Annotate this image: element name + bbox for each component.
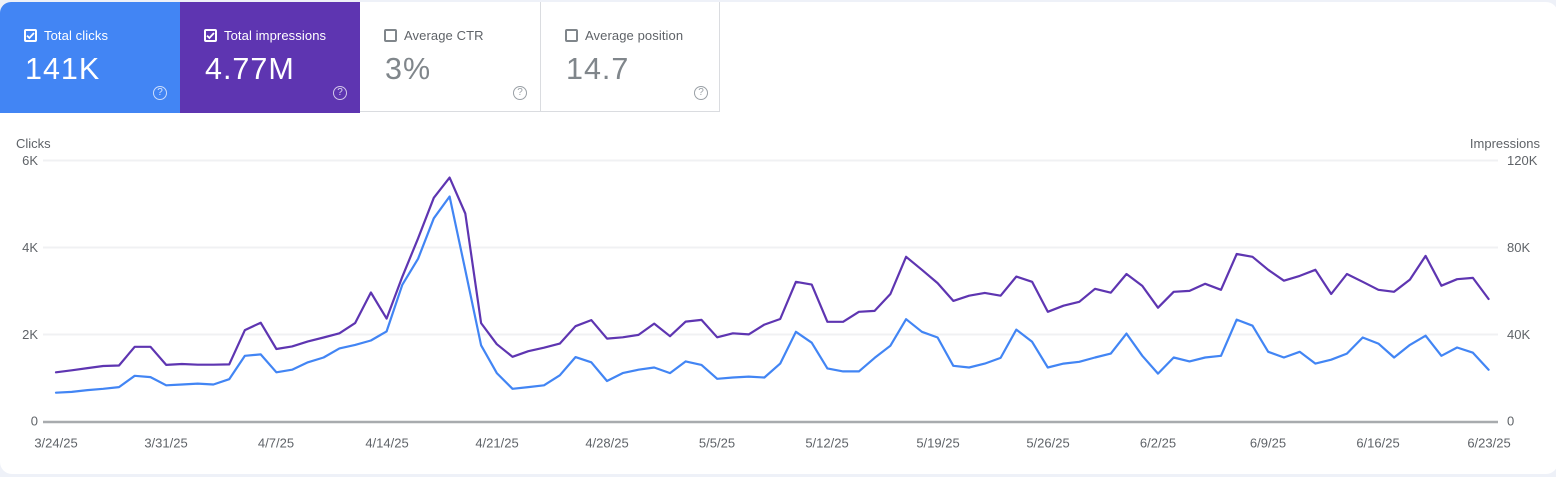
svg-text:4K: 4K xyxy=(22,240,38,255)
svg-text:5/19/25: 5/19/25 xyxy=(916,436,959,451)
svg-text:6/23/25: 6/23/25 xyxy=(1467,436,1510,451)
svg-text:120K: 120K xyxy=(1507,153,1538,168)
svg-text:6K: 6K xyxy=(22,153,38,168)
svg-text:2K: 2K xyxy=(22,327,38,342)
svg-text:Impressions: Impressions xyxy=(1470,136,1541,151)
svg-text:6/9/25: 6/9/25 xyxy=(1250,436,1286,451)
svg-text:40K: 40K xyxy=(1507,327,1530,342)
svg-text:5/5/25: 5/5/25 xyxy=(699,436,735,451)
svg-text:4/21/25: 4/21/25 xyxy=(475,436,518,451)
svg-text:4/7/25: 4/7/25 xyxy=(258,436,294,451)
svg-text:4/14/25: 4/14/25 xyxy=(365,436,408,451)
svg-text:5/12/25: 5/12/25 xyxy=(805,436,848,451)
svg-text:5/26/25: 5/26/25 xyxy=(1026,436,1069,451)
svg-text:6/16/25: 6/16/25 xyxy=(1356,436,1399,451)
svg-text:3/31/25: 3/31/25 xyxy=(144,436,187,451)
svg-text:3/24/25: 3/24/25 xyxy=(34,436,77,451)
svg-text:80K: 80K xyxy=(1507,240,1530,255)
svg-text:4/28/25: 4/28/25 xyxy=(585,436,628,451)
svg-text:0: 0 xyxy=(1507,414,1514,429)
svg-text:Clicks: Clicks xyxy=(16,136,51,151)
svg-text:6/2/25: 6/2/25 xyxy=(1140,436,1176,451)
svg-text:0: 0 xyxy=(31,414,38,429)
